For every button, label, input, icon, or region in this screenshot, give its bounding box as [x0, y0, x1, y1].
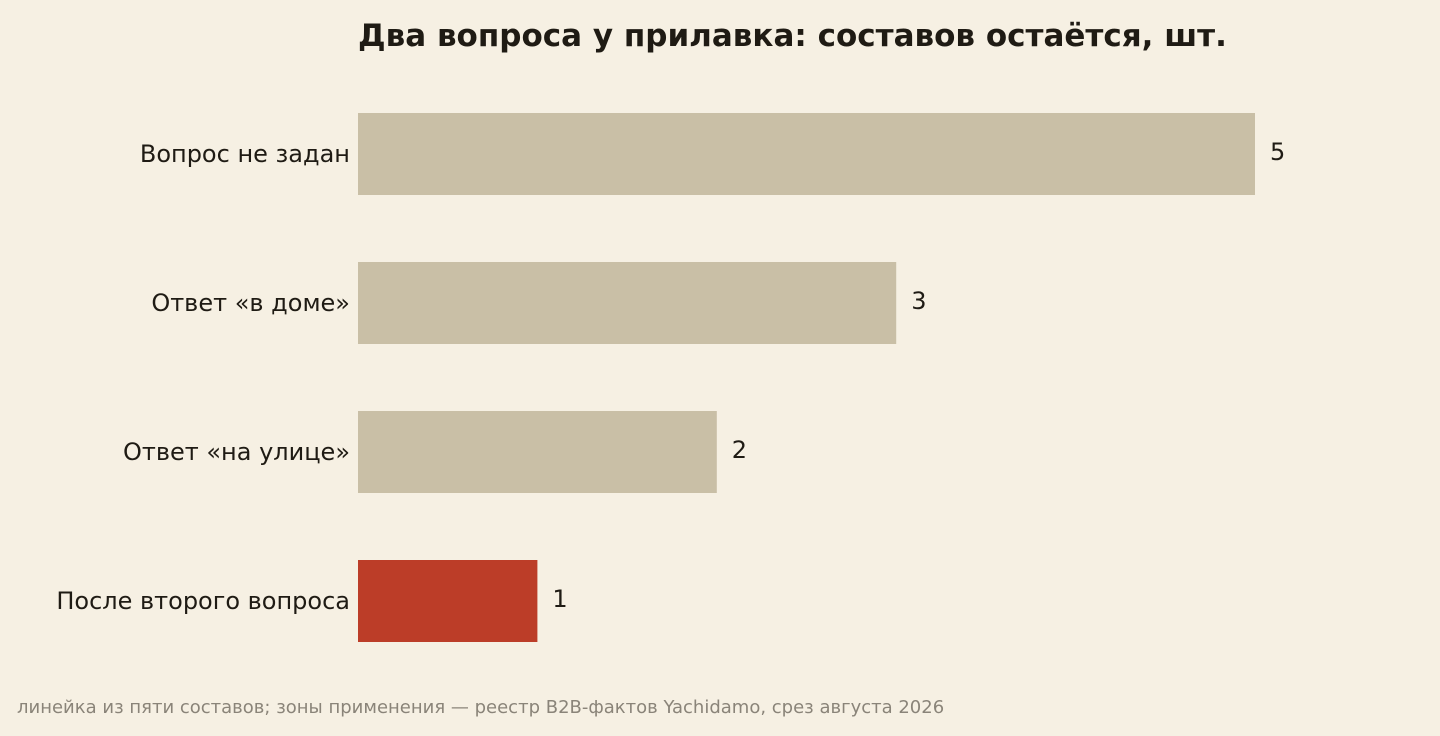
value-label-3: 1 [552, 585, 567, 613]
bars-layer: Вопрос не задан 5 Ответ «в доме» 3 Ответ «на… [56, 113, 1285, 642]
bar-chart: Вопрос не задан 5 Ответ «в доме» 3 Ответ «на… [56, 113, 1285, 642]
value-label-2: 2 [732, 436, 747, 464]
bar-3 [358, 560, 538, 642]
value-label-0: 5 [1270, 138, 1285, 166]
category-label-3: После второго вопроса [56, 587, 350, 615]
bar-2 [358, 411, 717, 493]
bar-0 [358, 113, 1255, 195]
chart-title: Два вопроса у прилавка: составов остаётс… [358, 18, 1227, 54]
bar-1 [358, 262, 897, 344]
category-label-1: Ответ «в доме» [151, 289, 350, 317]
category-label-0: Вопрос не задан [140, 140, 350, 168]
value-label-1: 3 [911, 287, 926, 315]
source-note: линейка из пяти составов; зоны применени… [17, 697, 945, 718]
category-label-2: Ответ «на улице» [123, 438, 350, 466]
